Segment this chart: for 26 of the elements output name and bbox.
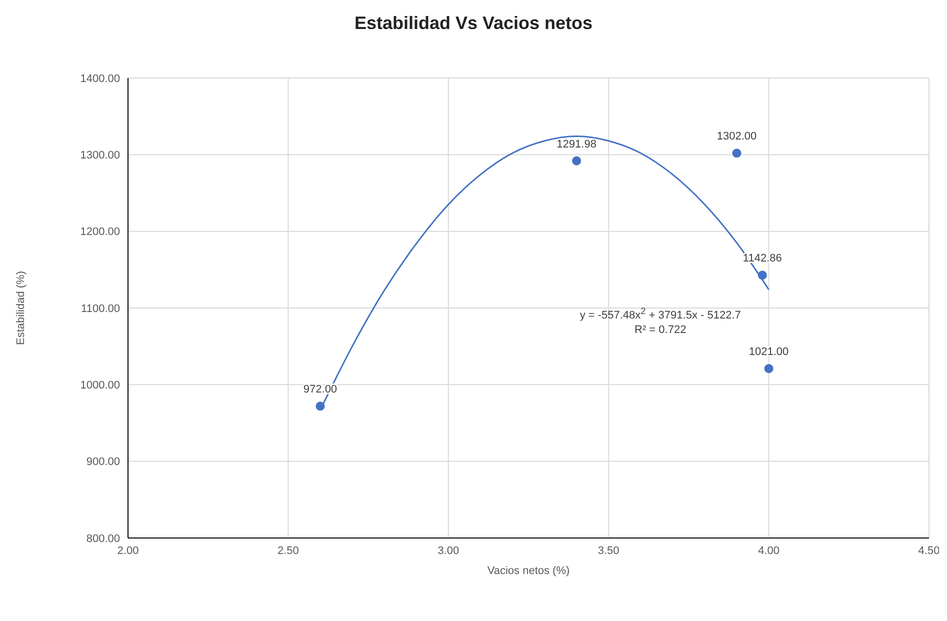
point — [316, 402, 325, 411]
y-tick-label: 1100.00 — [81, 302, 120, 315]
data-label: 1302.00 — [716, 130, 757, 143]
x-tick-label: 2.50 — [277, 544, 299, 557]
data-label: 1291.98 — [556, 138, 596, 150]
annotation: R² = 0.722 — [634, 323, 688, 338]
y-tick-label: 800.00 — [86, 532, 120, 545]
point — [732, 148, 742, 158]
y-tick-label: 1000.00 — [80, 380, 120, 392]
x-tick-label: 4.50 — [918, 544, 940, 557]
y-tick-label: 900.00 — [86, 456, 120, 468]
chart-title: Estabilidad Vs Vacios netos — [353, 12, 594, 35]
x-tick-label: 3.50 — [598, 544, 620, 557]
y-tick-label: 1200.00 — [80, 226, 120, 238]
y-tick-label: 1400.00 — [80, 72, 120, 85]
annotation: y = -557.48x$^{2}$ + 3791.5x - 5122.7 — [578, 304, 742, 324]
x-tick-label: 4.00 — [758, 544, 780, 557]
point — [764, 364, 774, 374]
y-tick-label: 1300.00 — [80, 150, 120, 162]
x-axis-title: Vacios netos (%) — [487, 565, 570, 577]
point — [758, 270, 767, 280]
y-axis-title: Estabilidad (%) — [14, 271, 27, 345]
x-tick-label: 3.00 — [438, 544, 460, 557]
x-tick-label: 2.00 — [117, 544, 139, 557]
point — [572, 156, 582, 166]
data-label: 1021.00 — [748, 346, 789, 358]
